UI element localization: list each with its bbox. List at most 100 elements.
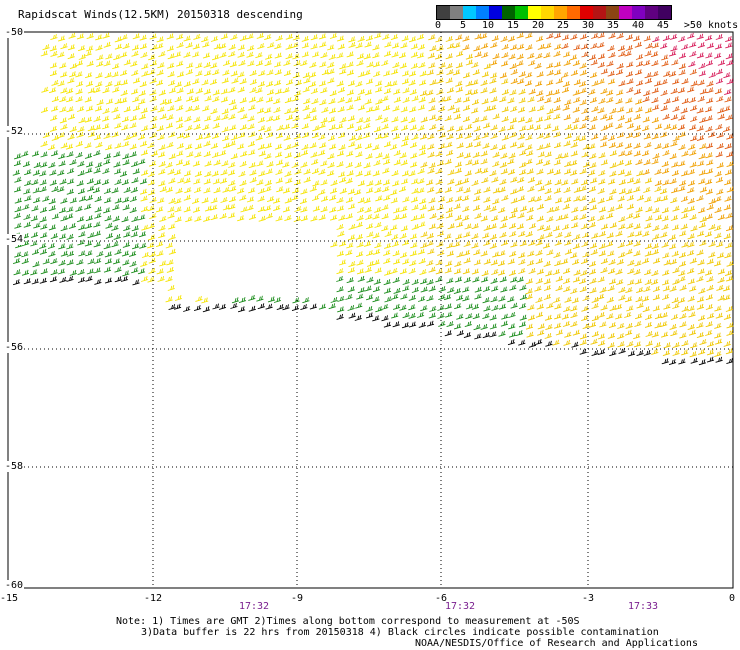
wind-barb	[40, 50, 48, 57]
wind-barb	[645, 330, 653, 337]
wind-barb	[120, 89, 128, 96]
wind-barb	[284, 152, 293, 159]
wind-barb	[726, 358, 734, 365]
wind-barb	[678, 185, 686, 192]
wind-barb	[591, 232, 599, 239]
wind-barb	[663, 259, 671, 266]
wind-barb	[355, 170, 363, 177]
wind-barb	[308, 71, 317, 78]
wind-barb	[510, 207, 519, 214]
wind-barb	[129, 143, 137, 150]
wind-barb	[491, 215, 499, 222]
wind-barb	[21, 240, 30, 247]
wind-barb	[554, 313, 562, 320]
wind-barb	[636, 170, 644, 177]
wind-barb	[392, 277, 400, 284]
wind-barb	[400, 106, 408, 113]
wind-barb	[228, 140, 236, 147]
wind-barb	[103, 187, 112, 194]
wind-barb	[249, 86, 257, 93]
wind-barb	[696, 249, 704, 256]
wind-barb	[218, 303, 227, 310]
wind-barb	[474, 33, 482, 40]
wind-barb	[482, 122, 491, 129]
wind-barb	[724, 252, 732, 259]
wind-barb	[614, 303, 623, 310]
wind-barb	[399, 304, 407, 311]
wind-barb	[419, 133, 428, 140]
wind-barb	[230, 34, 238, 41]
wind-barb	[438, 286, 446, 293]
wind-barb	[238, 297, 247, 304]
wind-barb	[138, 90, 146, 97]
wind-barb	[580, 269, 588, 276]
wind-barb	[714, 88, 723, 95]
wind-barb	[456, 125, 464, 132]
wind-barb	[222, 135, 230, 142]
wind-barb	[353, 95, 362, 102]
wind-barb	[255, 134, 263, 141]
wind-barb	[462, 214, 470, 221]
wind-barb	[588, 221, 596, 228]
wind-barb	[491, 285, 499, 292]
legend-label: 0	[434, 20, 442, 31]
wind-barb	[570, 141, 578, 148]
wind-barb	[238, 170, 246, 177]
wind-barb	[24, 180, 32, 187]
wind-barb	[688, 329, 697, 336]
legend-label: 25	[556, 20, 570, 31]
wind-barb	[85, 105, 94, 112]
wind-barb	[275, 159, 284, 166]
wind-barb	[472, 276, 480, 283]
wind-barb	[237, 44, 246, 51]
wind-barb	[391, 42, 400, 49]
wind-barb	[366, 231, 374, 238]
wind-barb	[411, 223, 419, 230]
wind-barb	[75, 96, 83, 103]
wind-barb	[713, 52, 722, 59]
wind-barb	[202, 41, 210, 48]
x-tick-label: -3	[581, 593, 595, 604]
wind-barb	[321, 69, 330, 76]
wind-barb	[508, 152, 516, 159]
wind-barb	[156, 125, 164, 132]
wind-barb	[356, 241, 364, 248]
wind-barb	[445, 141, 453, 148]
wind-barb	[687, 168, 695, 175]
wind-barb	[570, 150, 578, 157]
wind-barb	[57, 186, 65, 193]
wind-barb	[202, 105, 210, 112]
wind-barb	[526, 214, 534, 221]
wind-barb	[327, 162, 335, 169]
time-label: 17:33	[627, 601, 659, 612]
wind-barb	[470, 89, 479, 96]
wind-barb	[708, 241, 716, 248]
wind-barb	[410, 242, 418, 249]
wind-barb	[195, 87, 203, 94]
wind-barb	[40, 140, 48, 147]
wind-barb	[578, 135, 587, 142]
wind-barb	[725, 42, 733, 49]
wind-barb	[219, 213, 227, 220]
wind-barb	[609, 188, 617, 195]
wind-barb	[383, 50, 392, 57]
wind-barb	[102, 87, 110, 94]
wind-barb	[600, 113, 608, 120]
wind-barb	[536, 71, 544, 78]
wind-barb	[687, 241, 695, 248]
wind-barb	[544, 114, 552, 121]
wind-barb	[148, 160, 157, 167]
wind-barb	[328, 53, 336, 60]
wind-barb	[608, 259, 616, 266]
wind-barb	[499, 178, 507, 185]
wind-barb	[699, 88, 708, 95]
wind-barb	[303, 77, 311, 84]
wind-barb	[715, 123, 723, 130]
wind-barb	[723, 72, 731, 79]
wind-barb	[210, 62, 218, 69]
wind-barb	[159, 260, 167, 267]
wind-barb	[500, 35, 508, 42]
wind-barb	[69, 63, 78, 70]
wind-barb	[273, 79, 282, 86]
wind-barb	[490, 96, 498, 103]
